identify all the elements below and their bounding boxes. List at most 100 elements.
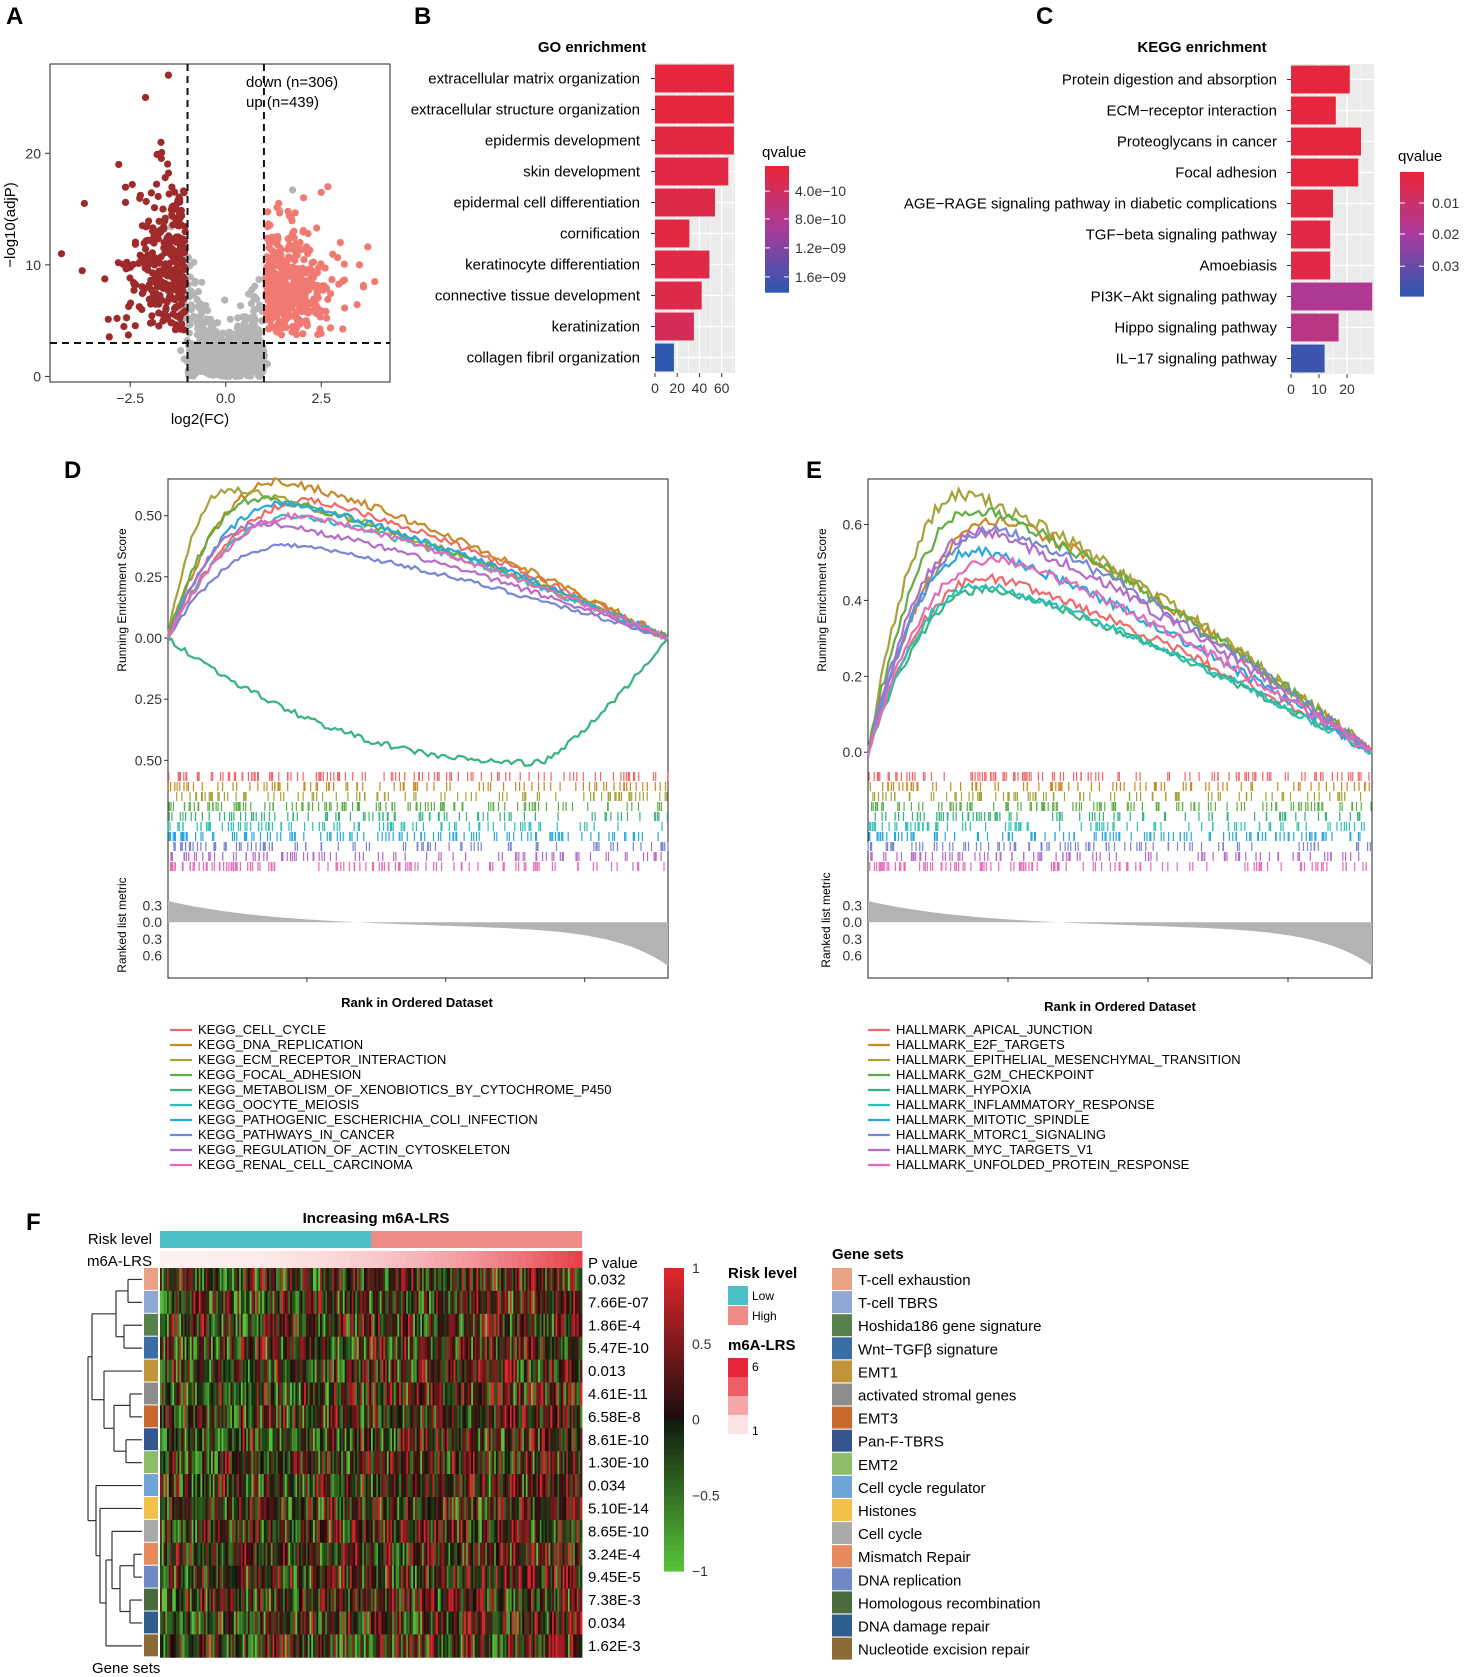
lrs-gradient-step <box>462 1251 470 1268</box>
lrs-gradient-step <box>174 1251 182 1268</box>
volcano-point-down <box>149 318 157 327</box>
kegg-enrichment-chart: KEGG enrichment Protein digestion and ab… <box>904 39 1460 397</box>
volcano-point-ns <box>213 319 222 327</box>
volcano-point-down <box>136 191 144 199</box>
go-category-label: skin development <box>523 164 641 181</box>
volcano-point-ns <box>214 343 222 351</box>
volcano-point-up <box>327 290 335 298</box>
undefined-ytick-label: 0.2 <box>843 668 863 684</box>
go-bar <box>655 95 734 124</box>
volcano-point-down <box>155 300 163 308</box>
volcano-point-ns <box>198 278 206 286</box>
panel-label-b: B <box>414 3 431 30</box>
volcano-point-up <box>274 235 282 243</box>
lrs-gradient-step <box>497 1251 506 1268</box>
lrs-gradient-step <box>160 1251 168 1268</box>
go-bar <box>655 343 674 372</box>
volcano-point-down <box>157 138 165 146</box>
lrs-gradient-step <box>420 1251 428 1268</box>
volcano-point-down <box>80 199 88 208</box>
lrs-gradient-step <box>455 1251 463 1268</box>
lrs-gradient-step <box>293 1251 302 1268</box>
go-legend-title: qvalue <box>762 144 806 161</box>
volcano-point-up <box>266 262 274 270</box>
volcano-point-up <box>299 330 307 338</box>
lrs-gradient-step <box>342 1251 351 1268</box>
volcano-ytick-label: 10 <box>25 257 41 273</box>
undefined-metric-tick-label: 0.6 <box>843 948 863 964</box>
go-bar <box>655 64 734 93</box>
volcano-point-down <box>142 197 150 206</box>
volcano-point-ns <box>247 300 255 308</box>
undefined-hit-barcode <box>170 862 665 871</box>
volcano-point-up <box>340 260 348 268</box>
gsea-d-legend-label: KEGG_CELL_CYCLE <box>198 1022 326 1037</box>
lrs-gradient-step <box>251 1251 259 1268</box>
lrs-gradient-step <box>195 1251 203 1268</box>
volcano-point-up <box>311 296 319 304</box>
volcano-point-down <box>140 258 148 266</box>
volcano-point-ns <box>197 310 205 318</box>
gsea-e-ylabel: Running Enrichment Score <box>815 528 829 672</box>
volcano-point-up <box>277 308 285 316</box>
volcano-point-up <box>323 314 331 322</box>
volcano-point-up <box>300 194 308 202</box>
volcano-point-up <box>278 262 286 270</box>
go-category-label: collagen fibril organization <box>467 350 640 367</box>
undefined-ranked-metric-area <box>868 901 1372 966</box>
lrs-gradient-step <box>356 1251 365 1268</box>
m6a-heatmap: Increasing m6A-LRS Risk level m6A-LRS P … <box>87 1210 1042 1677</box>
go-category-label: cornification <box>560 226 640 243</box>
panel-label-e: E <box>806 457 822 484</box>
volcano-point-down <box>113 314 121 322</box>
volcano-point-down <box>78 267 86 275</box>
undefined-metric-tick-label: 0.3 <box>843 931 863 947</box>
volcano-point-down <box>178 284 186 292</box>
volcano-point-down <box>145 217 153 225</box>
kegg-category-label: IL−17 signaling pathway <box>1116 351 1278 368</box>
volcano-point-down <box>176 198 184 206</box>
volcano-ylabel: −log10(adjP) <box>2 182 19 267</box>
undefined-metric-tick-label: 0.3 <box>143 931 163 947</box>
volcano-point-up <box>288 328 296 336</box>
volcano-xtick-label: −2.5 <box>116 390 144 406</box>
kegg-category-label: TGF−beta signaling pathway <box>1086 227 1278 244</box>
kegg-colorbar-gradient-step <box>1400 292 1424 297</box>
lrs-gradient-step <box>378 1251 386 1268</box>
gsea-d-legend-label: KEGG_METABOLISM_OF_XENOBIOTICS_BY_CYTOCH… <box>198 1082 611 1097</box>
volcano-point-ns <box>252 295 261 303</box>
volcano-point-down <box>165 268 173 276</box>
volcano-point-ns <box>228 330 236 338</box>
lrs-gradient-step <box>202 1251 210 1268</box>
heatmap-genesets-label: Gene sets <box>92 1660 160 1677</box>
volcano-ytick-label: 0 <box>33 368 41 384</box>
volcano-xtick-label: 2.5 <box>312 390 332 406</box>
undefined-es-curve <box>866 582 1373 754</box>
legend-risk-low: Low <box>752 1289 774 1303</box>
go-bar <box>655 188 715 217</box>
go-colorbar-label: 1.2e−09 <box>795 240 846 256</box>
volcano-point-ns <box>198 366 207 374</box>
kegg-bar <box>1291 220 1331 249</box>
volcano-point-down <box>150 239 158 247</box>
volcano-point-up <box>290 278 298 287</box>
undefined-es-curve <box>167 542 669 639</box>
undefined-es-curve <box>866 523 1373 758</box>
lrs-gradient-step <box>504 1251 513 1268</box>
undefined-hit-barcode <box>168 772 669 781</box>
volcano-point-up <box>336 238 344 247</box>
go-bar <box>655 157 729 186</box>
volcano-point-down <box>121 198 130 206</box>
volcano-up-label: up (n=439) <box>246 94 319 111</box>
undefined-ytick-label: 0.6 <box>843 517 863 533</box>
undefined-hit-barcode <box>872 792 1362 801</box>
kegg-bar <box>1291 344 1325 373</box>
gsea-e-legend-label: HALLMARK_G2M_CHECKPOINT <box>896 1067 1094 1082</box>
volcano-point-down <box>125 302 133 311</box>
volcano-point-up <box>321 264 329 272</box>
undefined-hit-barcode <box>176 792 668 801</box>
volcano-point-up <box>288 231 296 239</box>
go-bar <box>655 126 734 155</box>
undefined-metric-tick-label: 0.0 <box>843 914 863 930</box>
risk-level-high-bar <box>371 1231 582 1248</box>
